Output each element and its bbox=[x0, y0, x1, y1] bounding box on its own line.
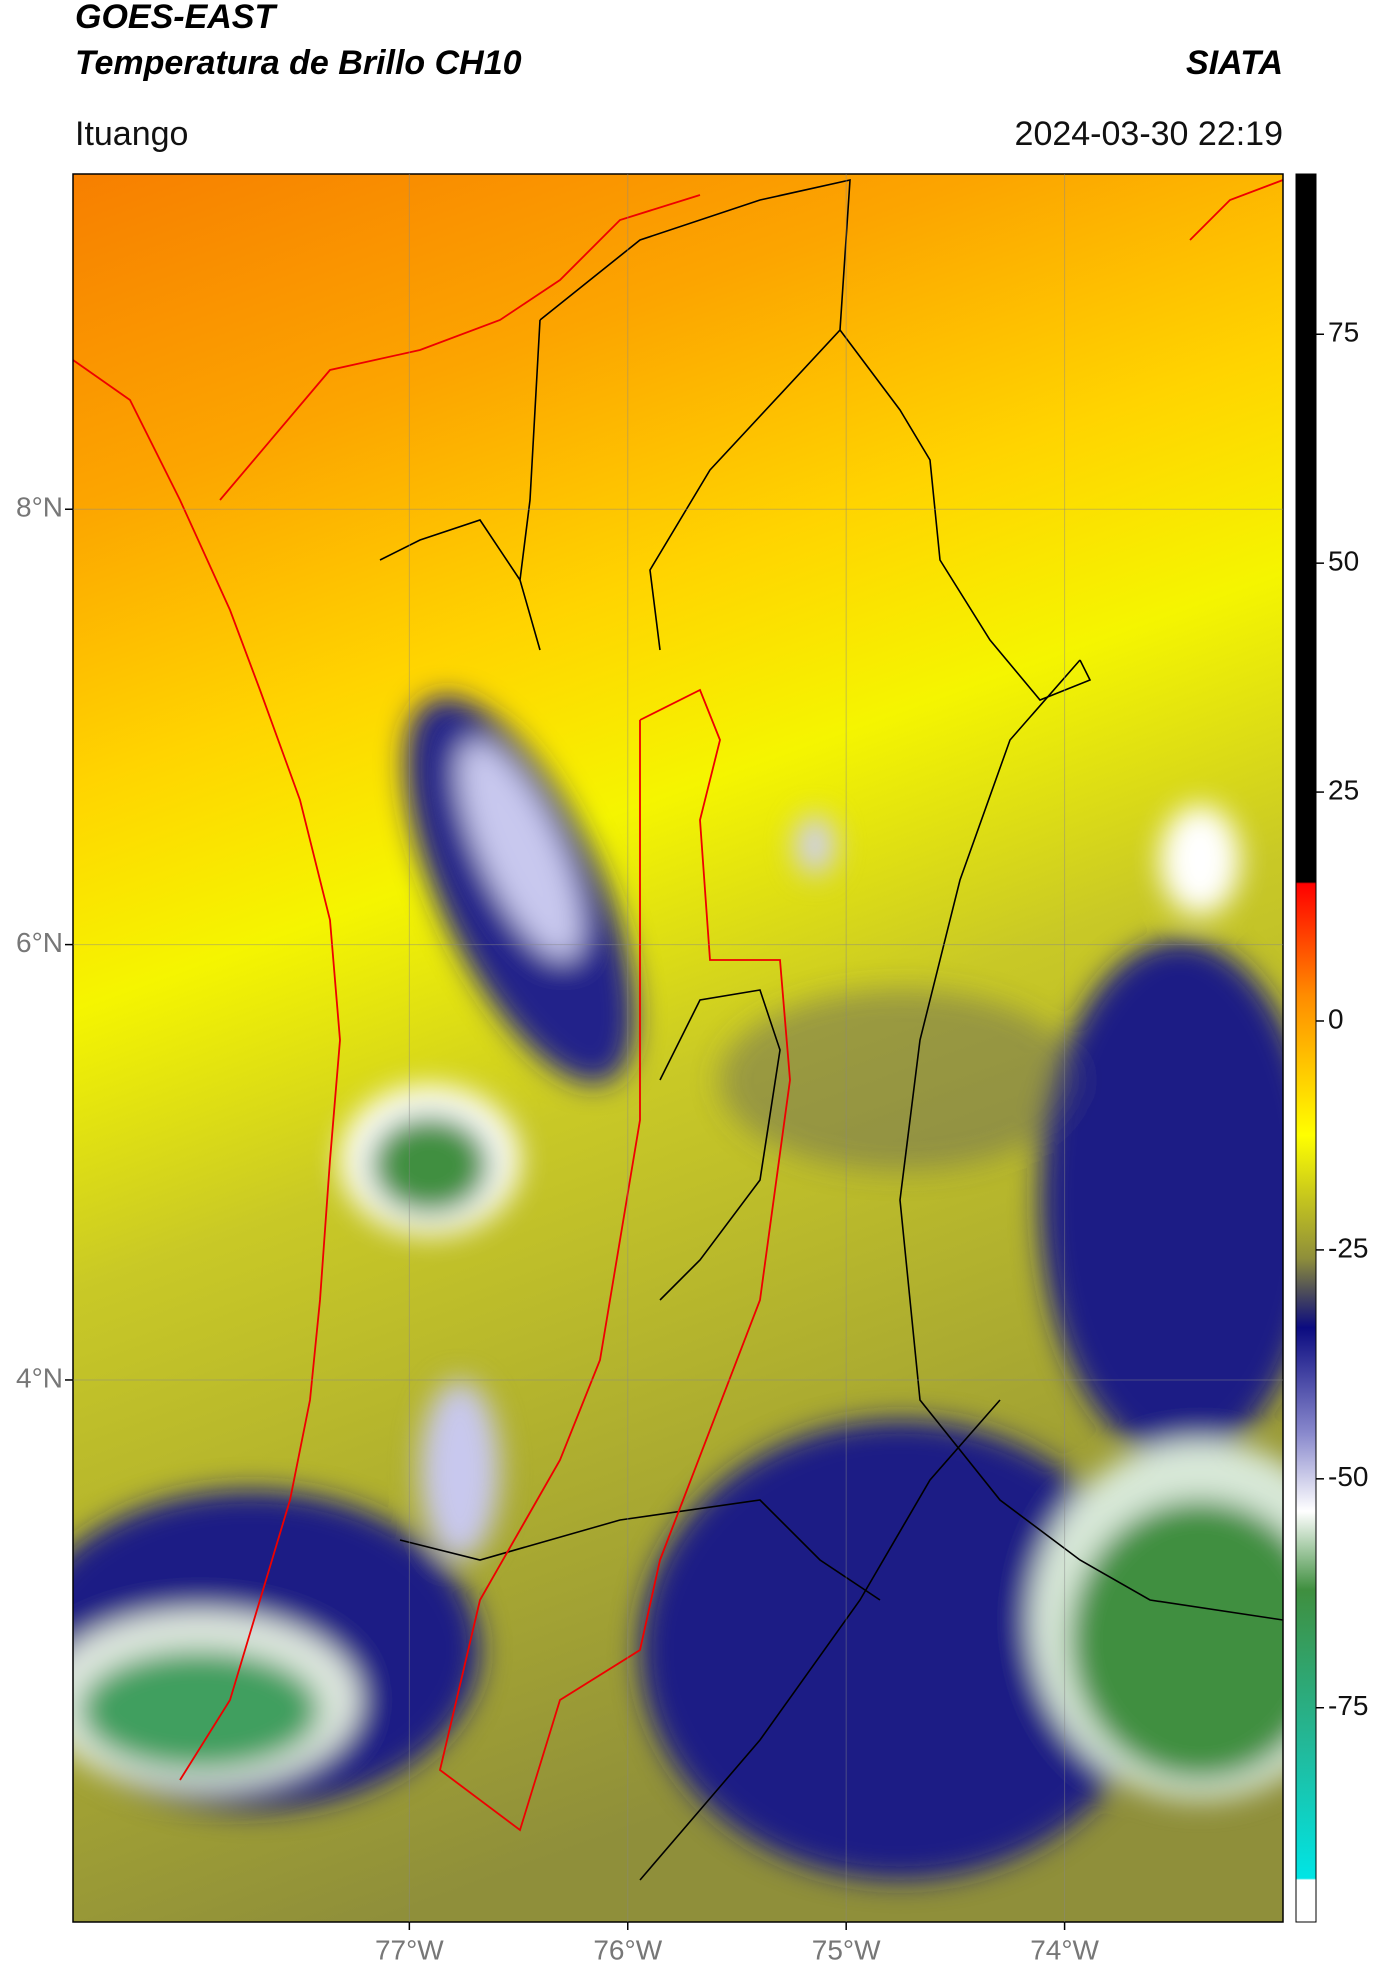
lon-tick-label: 77°W bbox=[375, 1934, 444, 1965]
title: GOES-EAST bbox=[75, 0, 278, 36]
brand: SIATA bbox=[1186, 44, 1283, 82]
lon-tick-label: 76°W bbox=[593, 1934, 662, 1965]
lat-tick-label: 4°N bbox=[16, 1362, 63, 1393]
timestamp: 2024-03-30 22:19 bbox=[1015, 115, 1283, 153]
colorbar-tick-label: 50 bbox=[1328, 546, 1359, 577]
satellite-image bbox=[73, 174, 1283, 1922]
lon-tick-label: 75°W bbox=[812, 1934, 881, 1965]
map-frame bbox=[72, 173, 1284, 1923]
subtitle: Temperatura de Brillo CH10 bbox=[75, 44, 522, 82]
colorbar-tick-label: -75 bbox=[1328, 1690, 1368, 1721]
colorbar-tick-label: -50 bbox=[1328, 1461, 1368, 1492]
colorbar-tick-label: 0 bbox=[1328, 1003, 1344, 1034]
colorbar-tick-label: 25 bbox=[1328, 774, 1359, 805]
colorbar-tick-label: -25 bbox=[1328, 1232, 1368, 1263]
location: Ituango bbox=[75, 115, 188, 153]
colorbar bbox=[1295, 173, 1317, 1923]
lat-tick-label: 8°N bbox=[16, 492, 63, 523]
lat-tick-label: 6°N bbox=[16, 927, 63, 958]
colorbar-tick-label: 75 bbox=[1328, 317, 1359, 348]
lon-tick-label: 74°W bbox=[1030, 1934, 1099, 1965]
